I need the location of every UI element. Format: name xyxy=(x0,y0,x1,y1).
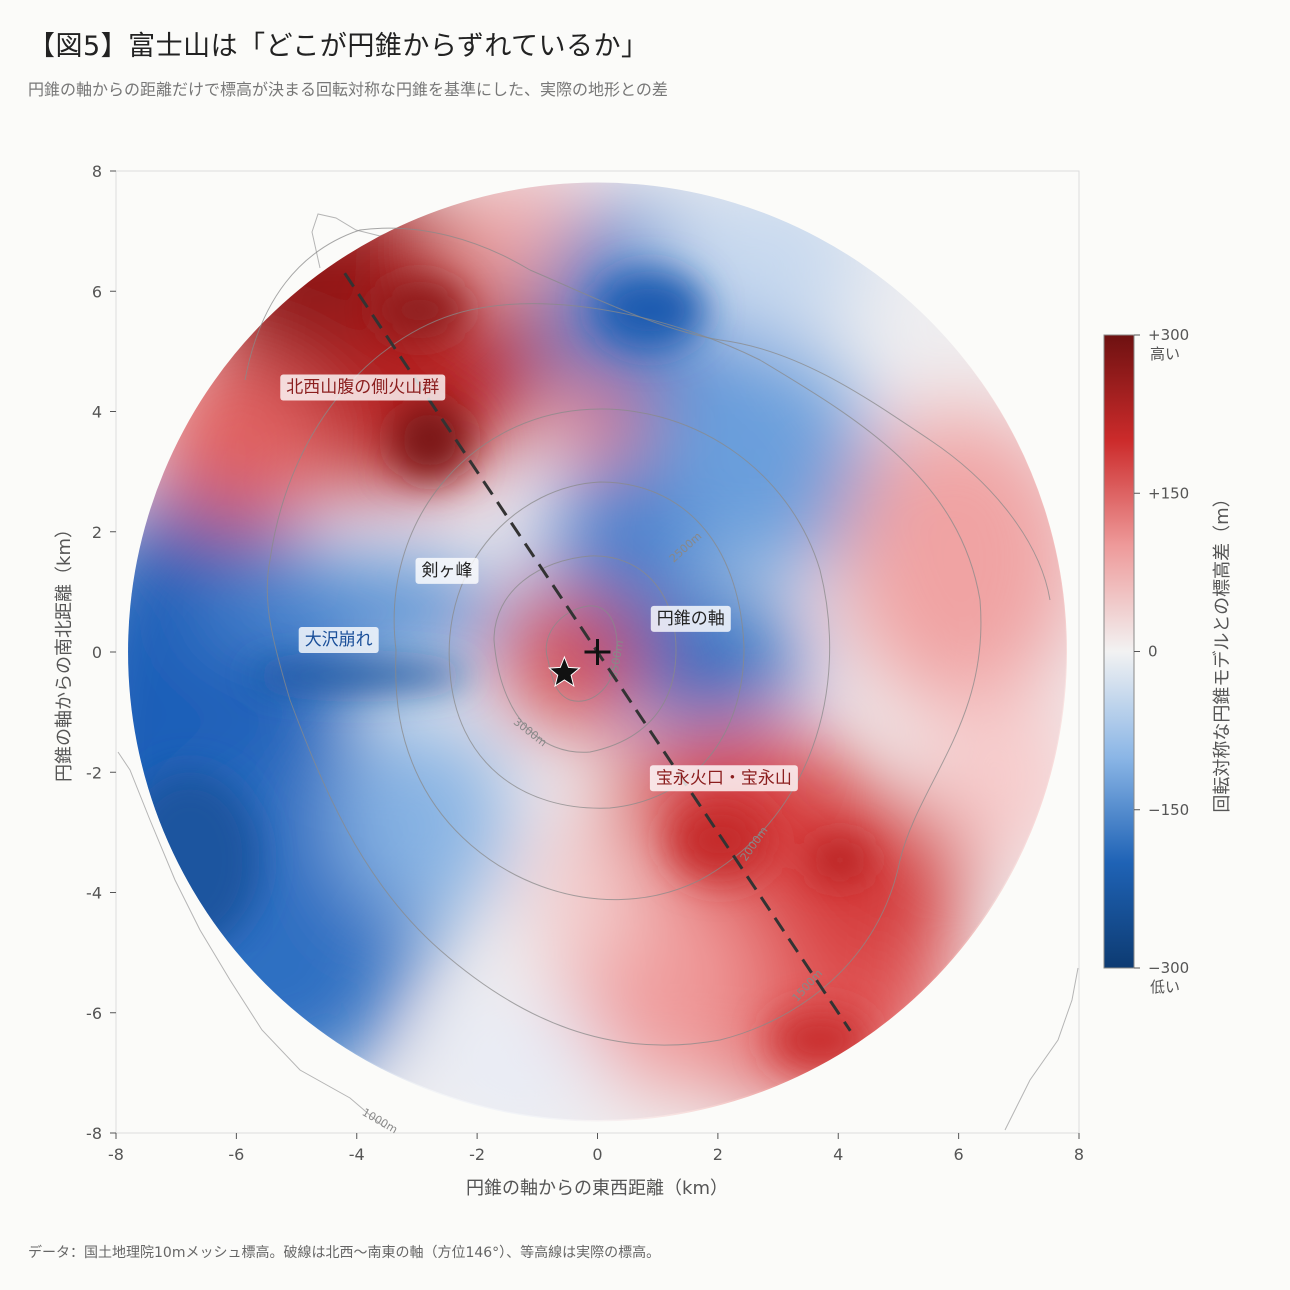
svg-text:円錐の軸: 円錐の軸 xyxy=(657,609,725,629)
x-tick-label: -6 xyxy=(228,1145,244,1164)
colorbar-high-label: 高い xyxy=(1150,345,1180,363)
y-tick-label: 2 xyxy=(92,523,102,542)
x-axis-title: 円錐の軸からの東西距離（km） xyxy=(466,1178,728,1199)
svg-text:宝永火口・宝永山: 宝永火口・宝永山 xyxy=(656,768,792,788)
annotation-label: 円錐の軸 xyxy=(650,605,731,632)
x-tick-label: 6 xyxy=(954,1145,964,1164)
y-tick-label: -6 xyxy=(86,1004,102,1023)
page-title: 【図5】富士山は「どこが円錐からずれているか」 xyxy=(28,31,649,62)
svg-text:大沢崩れ: 大沢崩れ xyxy=(305,630,373,650)
annotation-label: 北西山腹の側火山群 xyxy=(280,374,446,401)
colorbar-tick-label: +300 xyxy=(1148,326,1189,344)
y-axis-ticks: -8 -6 -4 -2 0 2 4 6 8 xyxy=(86,162,116,1143)
x-tick-label: -8 xyxy=(108,1145,124,1164)
y-tick-label: 6 xyxy=(92,282,102,301)
x-tick-label: -4 xyxy=(349,1145,365,1164)
x-tick-label: 8 xyxy=(1074,1145,1084,1164)
y-tick-label: 0 xyxy=(92,643,102,662)
deviation-heatmap xyxy=(128,182,1067,1120)
x-tick-label: -2 xyxy=(469,1145,485,1164)
y-tick-label: 4 xyxy=(92,403,102,422)
y-tick-label: -2 xyxy=(86,763,102,782)
y-tick-label: -8 xyxy=(86,1124,102,1143)
page-subtitle: 円錐の軸からの距離だけで標高が決まる回転対称な円錐を基準にした、実際の地形との差 xyxy=(28,80,668,99)
colorbar-title: 回転対称な円錐モデルとの標高差（m） xyxy=(1212,489,1233,812)
y-axis-title: 円錐の軸からの南北距離（km） xyxy=(54,520,75,782)
colorbar-tick-label: 0 xyxy=(1148,643,1158,661)
summit-star-marker xyxy=(547,655,581,688)
colorbar-tick-label: +150 xyxy=(1148,484,1189,502)
contour-2000 xyxy=(393,408,831,901)
svg-text:剣ヶ峰: 剣ヶ峰 xyxy=(422,561,473,581)
contour-2500 xyxy=(448,481,745,809)
contour-label: 1000m xyxy=(360,1106,400,1137)
x-tick-label: 0 xyxy=(592,1145,602,1164)
y-tick-label: 8 xyxy=(92,162,102,181)
x-axis-ticks: -8 -6 -4 -2 0 2 4 6 8 xyxy=(108,1133,1084,1164)
annotation-label: 剣ヶ峰 xyxy=(415,557,479,584)
contour-3500 xyxy=(545,605,618,702)
y-tick-label: -4 xyxy=(86,884,102,903)
colorbar-low-label: 低い xyxy=(1150,978,1180,996)
colorbar xyxy=(1103,334,1135,969)
contour-1500 xyxy=(266,303,982,1046)
contour-3000 xyxy=(493,555,677,753)
x-tick-label: 2 xyxy=(713,1145,723,1164)
summit-star-icon xyxy=(547,655,581,688)
svg-text:北西山腹の側火山群: 北西山腹の側火山群 xyxy=(286,377,439,397)
annotation-label: 宝永火口・宝永山 xyxy=(649,765,798,792)
cone-axis-cross-marker xyxy=(584,639,611,665)
annotation-label: 大沢崩れ xyxy=(298,626,379,653)
page-footer: データ：国土地理院10mメッシュ標高。破線は北西〜南東の軸（方位146°）、等高… xyxy=(28,1245,661,1261)
contour-lines xyxy=(244,227,1051,1046)
colorbar-tick-label: −300 xyxy=(1148,959,1189,977)
colorbar-ticks: +300 +150 0 −150 −300 xyxy=(1134,326,1189,977)
contour-1000 xyxy=(244,227,1051,601)
colorbar-tick-label: −150 xyxy=(1148,801,1189,819)
x-tick-label: 4 xyxy=(833,1145,843,1164)
